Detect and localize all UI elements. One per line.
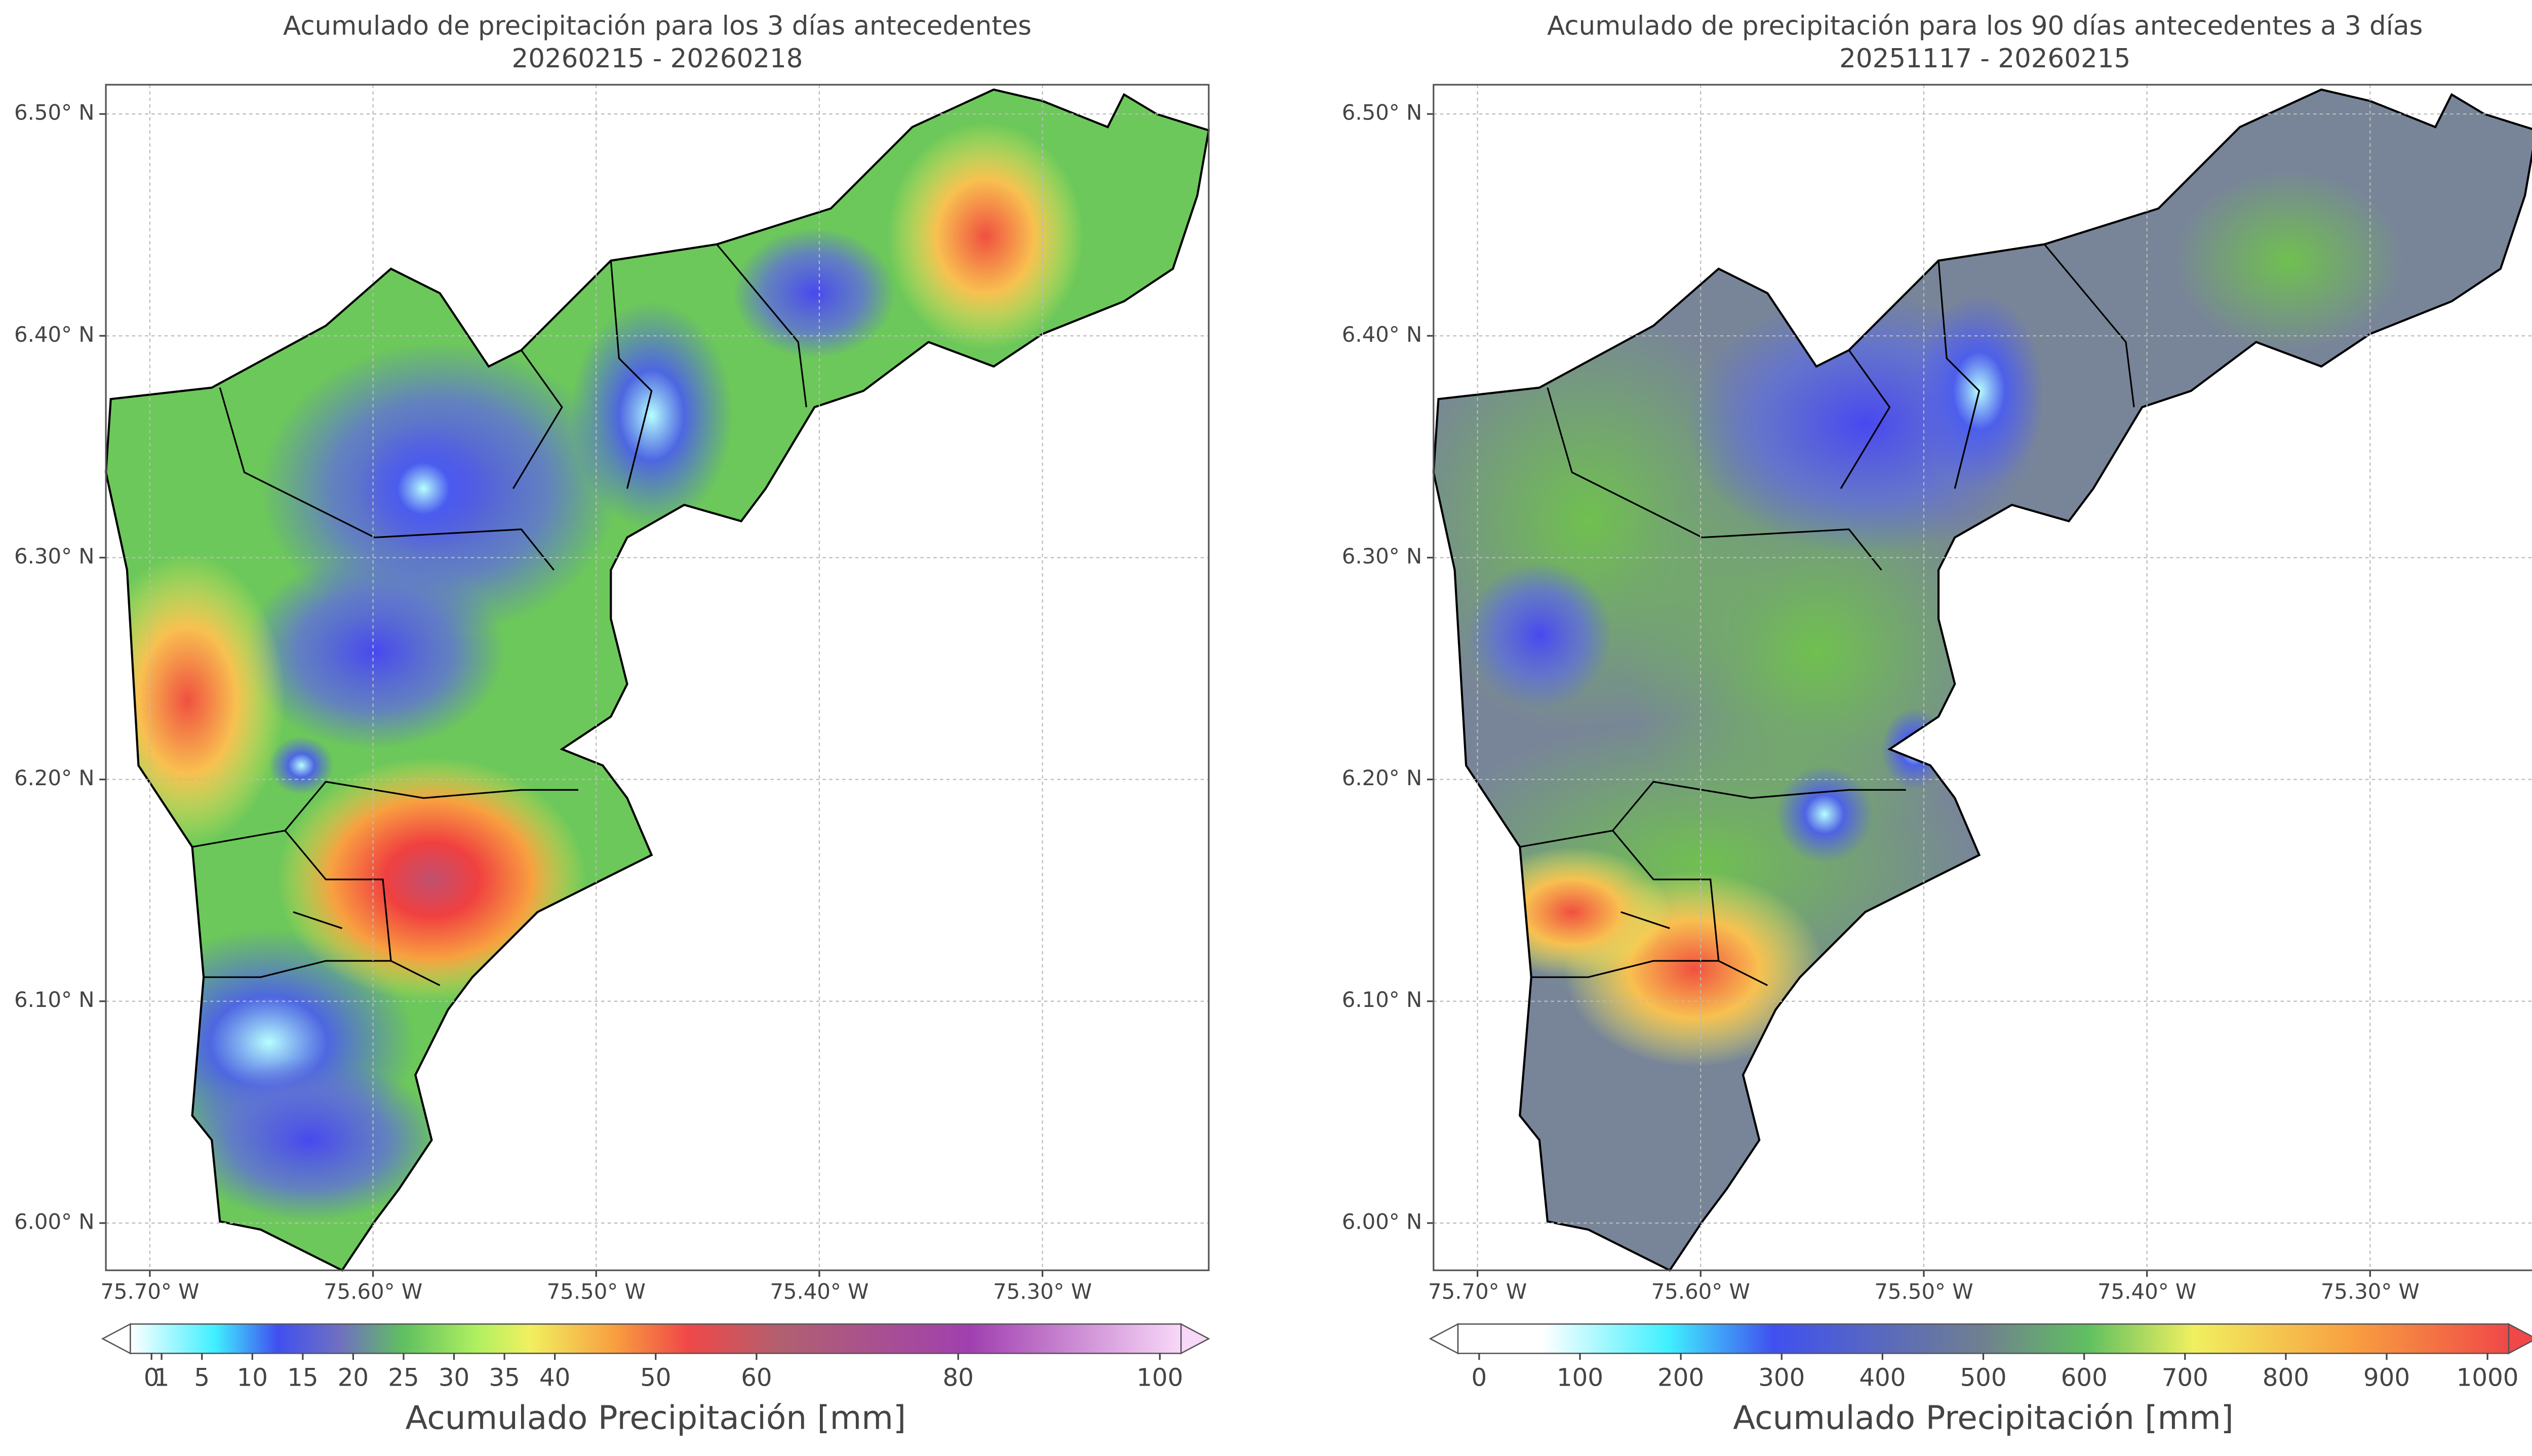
map-title: Acumulado de precipitación para los 3 dí… (283, 11, 1032, 42)
x-tick-label: 75.70° W (100, 1279, 199, 1304)
x-tick-label: 75.50° W (1874, 1279, 1973, 1304)
colorbar-tick-label: 500 (1960, 1364, 2006, 1392)
colorbar-tick-label: 80 (942, 1364, 973, 1392)
map-panel: 75.70° W 75.60° W 75.50° W 75.40° W 75.30° W… (14, 11, 1210, 1437)
colorbar-tick-label: 15 (287, 1364, 318, 1392)
colorbar-label: Acumulado Precipitación [mm] (405, 1399, 906, 1437)
colorbar-tick-label: 400 (1859, 1364, 1906, 1392)
y-tick-label: 6.20° N (14, 765, 95, 790)
x-tick-label: 75.70° W (1428, 1279, 1527, 1304)
y-tick-label: 6.20° N (1342, 765, 1422, 790)
colorbar-tick-label: 40 (539, 1364, 570, 1392)
y-tick-label: 6.00° N (14, 1209, 95, 1234)
colorbar-tick-label: 30 (439, 1364, 469, 1392)
colorbar-tick-label: 200 (1657, 1364, 1704, 1392)
map-subtitle: 20260215 - 20260218 (511, 44, 803, 74)
map-right (1432, 88, 2532, 1272)
y-tick-label: 6.40° N (14, 322, 95, 347)
y-tick-label: 6.40° N (1342, 322, 1422, 347)
colorbar-tick-label: 800 (2263, 1364, 2309, 1392)
colorbar-tick-label: 25 (388, 1364, 419, 1392)
colorbar-tick-label: 60 (741, 1364, 772, 1392)
x-tick-label: 75.60° W (1651, 1279, 1750, 1304)
colorbar-tick-label: 100 (1136, 1364, 1183, 1392)
precip-field (1433, 90, 2532, 1271)
colorbar-extend-high (1180, 1323, 1210, 1355)
x-tick-label: 75.50° W (547, 1279, 646, 1304)
map-subtitle: 20251117 - 20260215 (1839, 44, 2130, 74)
colorbar-tick-label: 300 (1758, 1364, 1805, 1392)
x-tick-label: 75.60° W (324, 1279, 422, 1304)
colorbar-tick-label: 5 (194, 1364, 210, 1392)
y-tick-label: 6.50° N (1342, 100, 1422, 125)
y-tick-label: 6.10° N (1342, 987, 1422, 1012)
x-tick-label: 75.40° W (770, 1279, 868, 1304)
colorbar-tick-label: 10 (237, 1364, 268, 1392)
municipal-boundaries (1520, 244, 2135, 986)
colorbar-extend-high (2508, 1323, 2532, 1355)
colorbar-tick-label: 0 (1472, 1364, 1487, 1392)
y-tick-label: 6.10° N (14, 987, 95, 1012)
map-left (104, 88, 1210, 1272)
colorbar-tick-label: 0 (144, 1364, 160, 1392)
map-panel: 75.70° W 75.60° W 75.50° W 75.40° W 75.30° W… (1342, 11, 2532, 1437)
colorbar-tick-label: 1000 (2457, 1364, 2519, 1392)
y-tick-label: 6.50° N (14, 100, 95, 125)
municipal-boundaries (192, 244, 807, 986)
colorbar-label: Acumulado Precipitación [mm] (1733, 1399, 2234, 1437)
colorbar (1457, 1323, 2510, 1354)
colorbar (130, 1323, 1182, 1354)
colorbar-tick-label: 100 (1557, 1364, 1603, 1392)
map-title: Acumulado de precipitación para los 90 d… (1547, 11, 2423, 42)
x-tick-label: 75.40° W (2098, 1279, 2196, 1304)
colorbar-tick-label: 20 (338, 1364, 369, 1392)
colorbar-tick-label: 700 (2162, 1364, 2208, 1392)
colorbar-extend-low (101, 1323, 131, 1355)
y-tick-label: 6.30° N (14, 544, 95, 569)
colorbar-tick-label: 50 (640, 1364, 671, 1392)
colorbar-tick-label: 1 (154, 1364, 170, 1392)
map-frame (1433, 84, 2532, 1271)
precip-field (106, 90, 1209, 1271)
map-frame (105, 84, 1210, 1271)
colorbar-tick-label: 35 (489, 1364, 520, 1392)
colorbar-tick-label: 900 (2363, 1364, 2410, 1392)
x-tick-label: 75.30° W (993, 1279, 1092, 1304)
x-tick-label: 75.30° W (2321, 1279, 2420, 1304)
y-tick-label: 6.30° N (1342, 544, 1422, 569)
colorbar-extend-low (1429, 1323, 1459, 1355)
colorbar-tick-label: 600 (2061, 1364, 2108, 1392)
y-tick-label: 6.00° N (1342, 1209, 1422, 1234)
